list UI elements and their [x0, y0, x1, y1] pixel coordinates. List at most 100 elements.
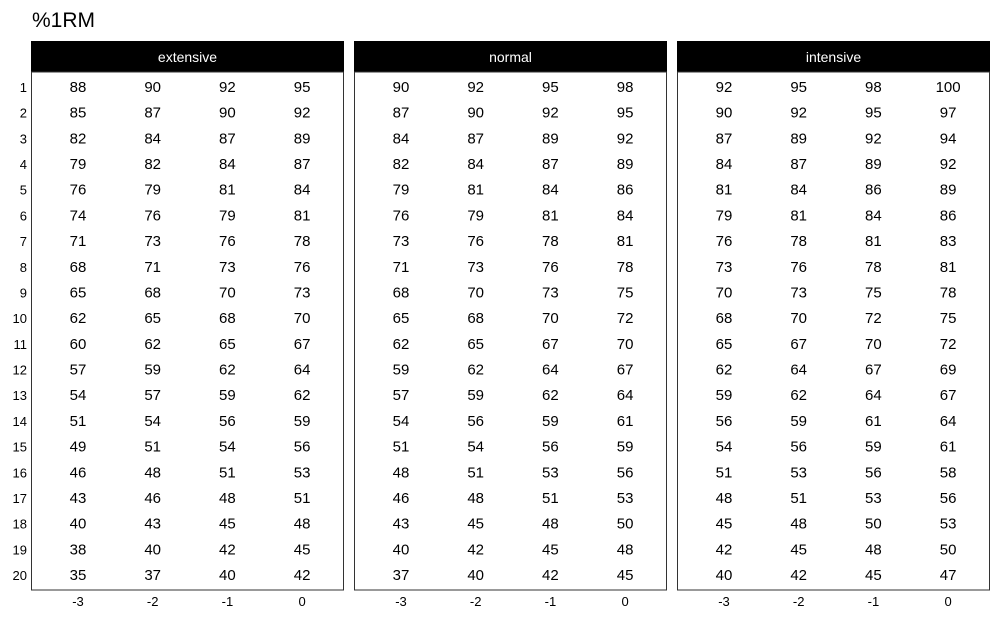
cell-value: 64 — [294, 362, 311, 379]
cell-value: 89 — [790, 130, 807, 147]
cell-value: 78 — [617, 259, 634, 276]
cell-value: 47 — [940, 567, 957, 584]
cell-value: 74 — [70, 207, 87, 224]
cell-value: 45 — [716, 516, 733, 533]
panel-border — [677, 71, 990, 591]
cell-value: 51 — [393, 439, 410, 456]
cell-value: 86 — [617, 182, 634, 199]
cell-value: 72 — [617, 310, 634, 327]
cell-value: 68 — [467, 310, 484, 327]
cell-value: 86 — [865, 182, 882, 199]
cell-value: 98 — [865, 79, 882, 96]
cell-value: 53 — [790, 464, 807, 481]
x-tick-label: -2 — [793, 594, 805, 609]
cell-value: 48 — [865, 541, 882, 558]
cell-value: 62 — [294, 387, 311, 404]
cell-value: 62 — [790, 387, 807, 404]
cell-value: 76 — [467, 233, 484, 250]
x-tick-label: -3 — [72, 594, 84, 609]
cell-value: 92 — [617, 130, 634, 147]
cell-value: 67 — [617, 362, 634, 379]
cell-value: 87 — [790, 156, 807, 173]
cell-value: 89 — [865, 156, 882, 173]
cell-value: 70 — [790, 310, 807, 327]
facet-panels: extensive 88 90 92 95 85 87 90 92 82 84 87 89 79 82 84 8… — [31, 41, 990, 609]
cell-value: 43 — [393, 516, 410, 533]
cell-value: 59 — [467, 387, 484, 404]
x-tick-label: -2 — [470, 594, 482, 609]
cell-value: 65 — [70, 284, 87, 301]
cell-value: 45 — [790, 541, 807, 558]
cell-value: 73 — [219, 259, 236, 276]
cell-value: 73 — [467, 259, 484, 276]
cell-value: 49 — [70, 439, 87, 456]
cell-value: 71 — [144, 259, 161, 276]
cell-value: 51 — [467, 464, 484, 481]
cell-value: 48 — [294, 516, 311, 533]
cell-value: 70 — [716, 284, 733, 301]
cell-value: 76 — [294, 259, 311, 276]
cell-value: 67 — [542, 336, 559, 353]
cell-value: 84 — [542, 182, 559, 199]
cell-value: 46 — [144, 490, 161, 507]
cell-value: 35 — [70, 567, 87, 584]
y-tick-label: 2 — [20, 106, 27, 121]
cell-value: 100 — [936, 79, 961, 96]
strip-background — [31, 41, 344, 72]
cell-value: 67 — [865, 362, 882, 379]
cell-value: 60 — [70, 336, 87, 353]
cell-value: 64 — [865, 387, 882, 404]
cell-value: 94 — [940, 130, 957, 147]
cell-value: 56 — [865, 464, 882, 481]
cell-value: 48 — [393, 464, 410, 481]
cell-value: 71 — [393, 259, 410, 276]
cell-value: 65 — [393, 310, 410, 327]
strip-label: extensive — [158, 49, 217, 65]
cell-value: 90 — [467, 105, 484, 122]
cell-value: 70 — [219, 284, 236, 301]
cell-value: 50 — [940, 541, 957, 558]
cell-value: 53 — [865, 490, 882, 507]
x-tick-label: 0 — [944, 594, 951, 609]
cell-value: 73 — [542, 284, 559, 301]
cell-value: 59 — [790, 413, 807, 430]
cell-value: 65 — [144, 310, 161, 327]
chart-title: %1RM — [32, 9, 95, 32]
cell-value: 79 — [219, 207, 236, 224]
cell-value: 45 — [294, 541, 311, 558]
cell-value: 84 — [219, 156, 236, 173]
cell-value: 89 — [940, 182, 957, 199]
cell-value: 85 — [70, 105, 87, 122]
cell-value: 56 — [790, 439, 807, 456]
cell-value: 62 — [716, 362, 733, 379]
cell-value: 42 — [294, 567, 311, 584]
cell-value: 42 — [542, 567, 559, 584]
cell-value: 51 — [219, 464, 236, 481]
cell-value: 64 — [617, 387, 634, 404]
cell-value: 56 — [294, 439, 311, 456]
cell-value: 45 — [865, 567, 882, 584]
panel-extensive: extensive 88 90 92 95 85 87 90 92 82 84 87 89 79 82 84 8… — [31, 41, 344, 609]
cell-value: 45 — [617, 567, 634, 584]
cell-value: 84 — [393, 130, 410, 147]
cell-value: 79 — [716, 207, 733, 224]
cell-value: 92 — [865, 130, 882, 147]
cell-value: 73 — [294, 284, 311, 301]
cell-value: 42 — [716, 541, 733, 558]
cell-value: 54 — [716, 439, 733, 456]
cell-value: 40 — [70, 516, 87, 533]
cell-value: 43 — [144, 516, 161, 533]
cell-value: 79 — [144, 182, 161, 199]
cell-value: 40 — [393, 541, 410, 558]
cell-value: 56 — [219, 413, 236, 430]
cell-value: 92 — [219, 79, 236, 96]
cell-value: 40 — [219, 567, 236, 584]
cell-value: 56 — [716, 413, 733, 430]
cell-value: 53 — [617, 490, 634, 507]
cell-value: 54 — [393, 413, 410, 430]
cell-value: 82 — [144, 156, 161, 173]
cell-value: 67 — [294, 336, 311, 353]
cell-value: 68 — [393, 284, 410, 301]
cell-value: 54 — [70, 387, 87, 404]
